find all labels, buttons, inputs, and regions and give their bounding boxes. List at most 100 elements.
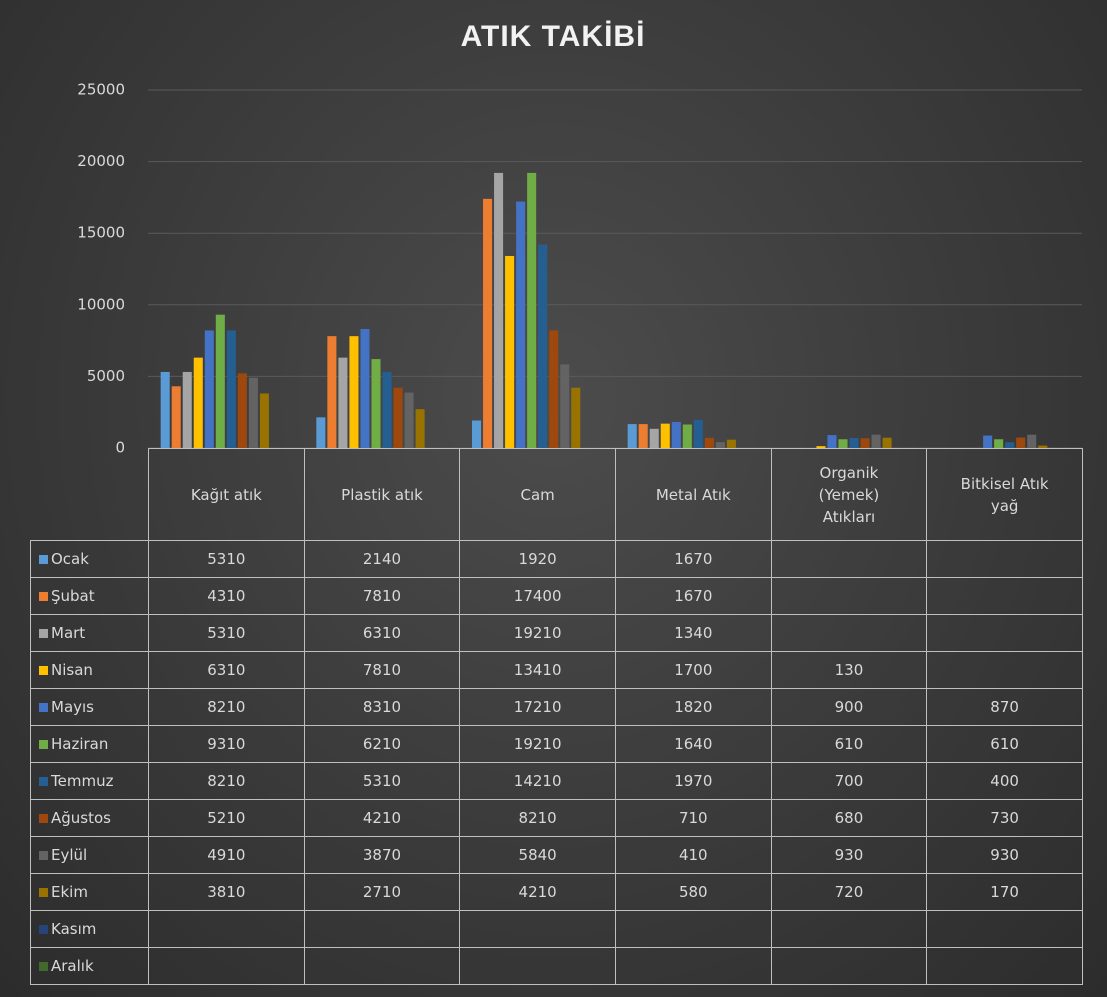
bar [516, 201, 526, 448]
value-label: 1970 [674, 772, 713, 790]
bar [415, 409, 425, 448]
bar [160, 371, 170, 448]
value-label: 900 [834, 698, 864, 716]
value-label: 170 [990, 883, 1019, 901]
legend-key [39, 814, 48, 823]
value-label: 610 [990, 735, 1019, 753]
y-tick-label: 5000 [87, 367, 125, 385]
series-row: Eylül 4910 3870 5840 410 930 930 [30, 836, 1083, 874]
value-label: 930 [834, 846, 864, 864]
corner-cell [30, 448, 149, 541]
series-name-cell: Mayıs [30, 688, 149, 726]
series-row: Haziran 9310 6210 19210 1640 610 610 [30, 725, 1083, 763]
value-label: 1700 [674, 661, 713, 679]
value-label: 580 [678, 883, 708, 901]
category-cell: Kağıt atık [148, 448, 305, 541]
legend-key [39, 703, 48, 712]
bar [882, 437, 892, 448]
value-cell: 1670 [614, 540, 772, 578]
legend-key [39, 592, 48, 601]
series-name-cell: Ekim [30, 873, 149, 911]
series-row: Mart 5310 6310 19210 1340 [30, 614, 1083, 652]
bar [671, 421, 681, 448]
value-cell: 4210 [303, 799, 461, 837]
value-label: 4210 [362, 809, 402, 827]
value-label: 8310 [362, 698, 402, 716]
series-row: Ekim 3810 2710 4210 580 720 170 [30, 873, 1083, 911]
value-cell: 8210 [148, 688, 305, 726]
value-cell: 580 [614, 873, 772, 911]
value-label: 6210 [362, 735, 402, 753]
y-tick-label: 25000 [77, 81, 125, 99]
value-cell: 2140 [303, 540, 461, 578]
value-cell: 19210 [459, 614, 616, 652]
value-cell: 6310 [303, 614, 461, 652]
value-cell: 930 [770, 836, 928, 874]
value-cell [459, 910, 616, 948]
legend-label: Aralık [51, 957, 94, 975]
bar [726, 439, 736, 448]
value-cell: 1920 [459, 540, 616, 578]
bar [638, 424, 648, 448]
series-name-cell: Eylül [30, 836, 149, 874]
bar [393, 387, 403, 448]
value-cell: 400 [926, 762, 1083, 800]
bar [193, 357, 203, 448]
value-cell: 1700 [614, 651, 772, 689]
category-cell: Bitkisel Atık yağ [926, 448, 1083, 541]
category-label: Cam [520, 485, 555, 504]
bar [827, 435, 837, 448]
value-label: 4910 [207, 846, 246, 864]
value-label: 7810 [362, 587, 402, 605]
value-cell: 3870 [303, 836, 461, 874]
value-cell: 1970 [614, 762, 772, 800]
value-cell: 170 [926, 873, 1083, 911]
legend-key [39, 740, 48, 749]
category-label: Organik (Yemek) Atıkları [818, 463, 880, 526]
bar [704, 437, 714, 448]
value-label: 8210 [207, 772, 246, 790]
value-cell: 130 [770, 651, 928, 689]
legend-key [39, 629, 48, 638]
value-cell: 700 [770, 762, 928, 800]
value-label: 4210 [518, 883, 557, 901]
series-name-cell: Temmuz [30, 762, 149, 800]
value-label: 730 [990, 809, 1019, 827]
legend-key [39, 555, 48, 564]
series-name-cell: Aralık [30, 947, 149, 985]
value-cell [770, 910, 928, 948]
value-cell: 710 [614, 799, 772, 837]
series-row: Ocak 5310 2140 1920 1670 [30, 540, 1083, 578]
value-cell: 8210 [459, 799, 616, 837]
value-cell: 7810 [303, 577, 461, 615]
legend-label: Nisan [51, 661, 93, 679]
value-cell: 1640 [614, 725, 772, 763]
value-label: 4310 [207, 587, 246, 605]
legend-label: Ekim [51, 883, 88, 901]
bar [549, 330, 559, 448]
legend-key [39, 962, 48, 971]
bar [860, 438, 870, 448]
value-cell: 17210 [459, 688, 616, 726]
value-cell: 730 [926, 799, 1083, 837]
value-label: 3870 [362, 846, 402, 864]
value-cell: 7810 [303, 651, 461, 689]
series-name-cell: Kasım [30, 910, 149, 948]
y-tick-label: 10000 [77, 295, 125, 313]
value-cell [926, 577, 1083, 615]
value-label: 1920 [518, 550, 557, 568]
value-label: 19210 [513, 735, 562, 753]
value-cell: 6210 [303, 725, 461, 763]
series-row: Temmuz 8210 5310 14210 1970 700 400 [30, 762, 1083, 800]
value-cell: 5310 [148, 540, 305, 578]
y-tick-label: 15000 [77, 224, 125, 242]
value-label: 3810 [207, 883, 246, 901]
series-row: Aralık [30, 947, 1083, 985]
value-cell [926, 910, 1083, 948]
value-label: 8210 [207, 698, 246, 716]
value-cell: 900 [770, 688, 928, 726]
y-tick-label: 20000 [77, 152, 125, 170]
value-cell: 5840 [459, 836, 616, 874]
chart-title: ATIK TAKİBİ [461, 20, 646, 53]
